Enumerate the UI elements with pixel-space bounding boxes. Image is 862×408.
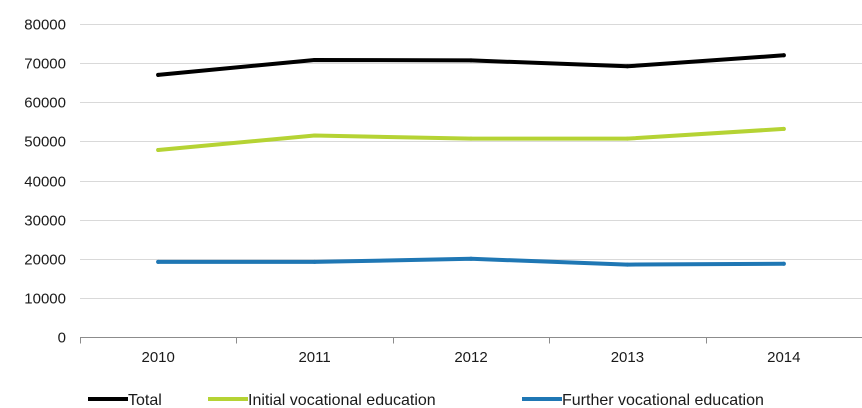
data-point-0-3 bbox=[625, 64, 630, 69]
data-point-2-4 bbox=[781, 261, 786, 266]
data-point-0-0 bbox=[156, 72, 161, 77]
x-tick-label: 2011 bbox=[298, 349, 330, 366]
y-tick-label: 0 bbox=[58, 330, 66, 347]
data-point-1-2 bbox=[469, 136, 473, 141]
data-point-1-1 bbox=[312, 133, 317, 138]
x-axis bbox=[80, 337, 862, 344]
data-point-2-1 bbox=[312, 259, 317, 264]
y-axis-tick-labels: 0 10000 20000 30000 40000 50000 60000 70000 8000… bbox=[24, 17, 66, 347]
y-tick-label: 80000 bbox=[24, 17, 66, 34]
y-tick-label: 40000 bbox=[24, 174, 66, 191]
x-tick-label: 2014 bbox=[767, 349, 800, 366]
legend-label-2: Further vocational education bbox=[562, 392, 764, 408]
y-tick-label: 20000 bbox=[24, 252, 66, 269]
data-point-0-1 bbox=[312, 58, 317, 62]
x-tick-label: 2010 bbox=[142, 349, 175, 366]
legend-label-0: Total bbox=[128, 392, 162, 408]
data-point-2-2 bbox=[469, 256, 473, 261]
series-line-0 bbox=[156, 53, 786, 77]
legend: Total Initial vocational education Further… bbox=[88, 392, 764, 408]
data-point-0-4 bbox=[781, 53, 786, 58]
data-point-0-2 bbox=[469, 58, 473, 63]
y-tick-label: 50000 bbox=[24, 134, 66, 151]
series-lines bbox=[156, 53, 786, 267]
x-tick-label: 2012 bbox=[454, 349, 487, 366]
x-tick-label: 2013 bbox=[611, 349, 644, 366]
legend-label-1: Initial vocational education bbox=[248, 392, 436, 408]
data-point-1-0 bbox=[156, 148, 161, 152]
data-point-2-3 bbox=[625, 262, 630, 267]
y-tick-label: 30000 bbox=[24, 213, 66, 230]
x-axis-tick-labels: 2010 2011 2012 2013 2014 bbox=[142, 349, 801, 366]
data-point-1-4 bbox=[781, 126, 786, 131]
y-tick-label: 60000 bbox=[24, 95, 66, 112]
data-point-2-0 bbox=[156, 259, 161, 264]
gridlines bbox=[80, 24, 862, 299]
data-point-1-3 bbox=[625, 136, 630, 141]
y-tick-label: 10000 bbox=[24, 291, 66, 308]
y-tick-label: 70000 bbox=[24, 56, 66, 73]
